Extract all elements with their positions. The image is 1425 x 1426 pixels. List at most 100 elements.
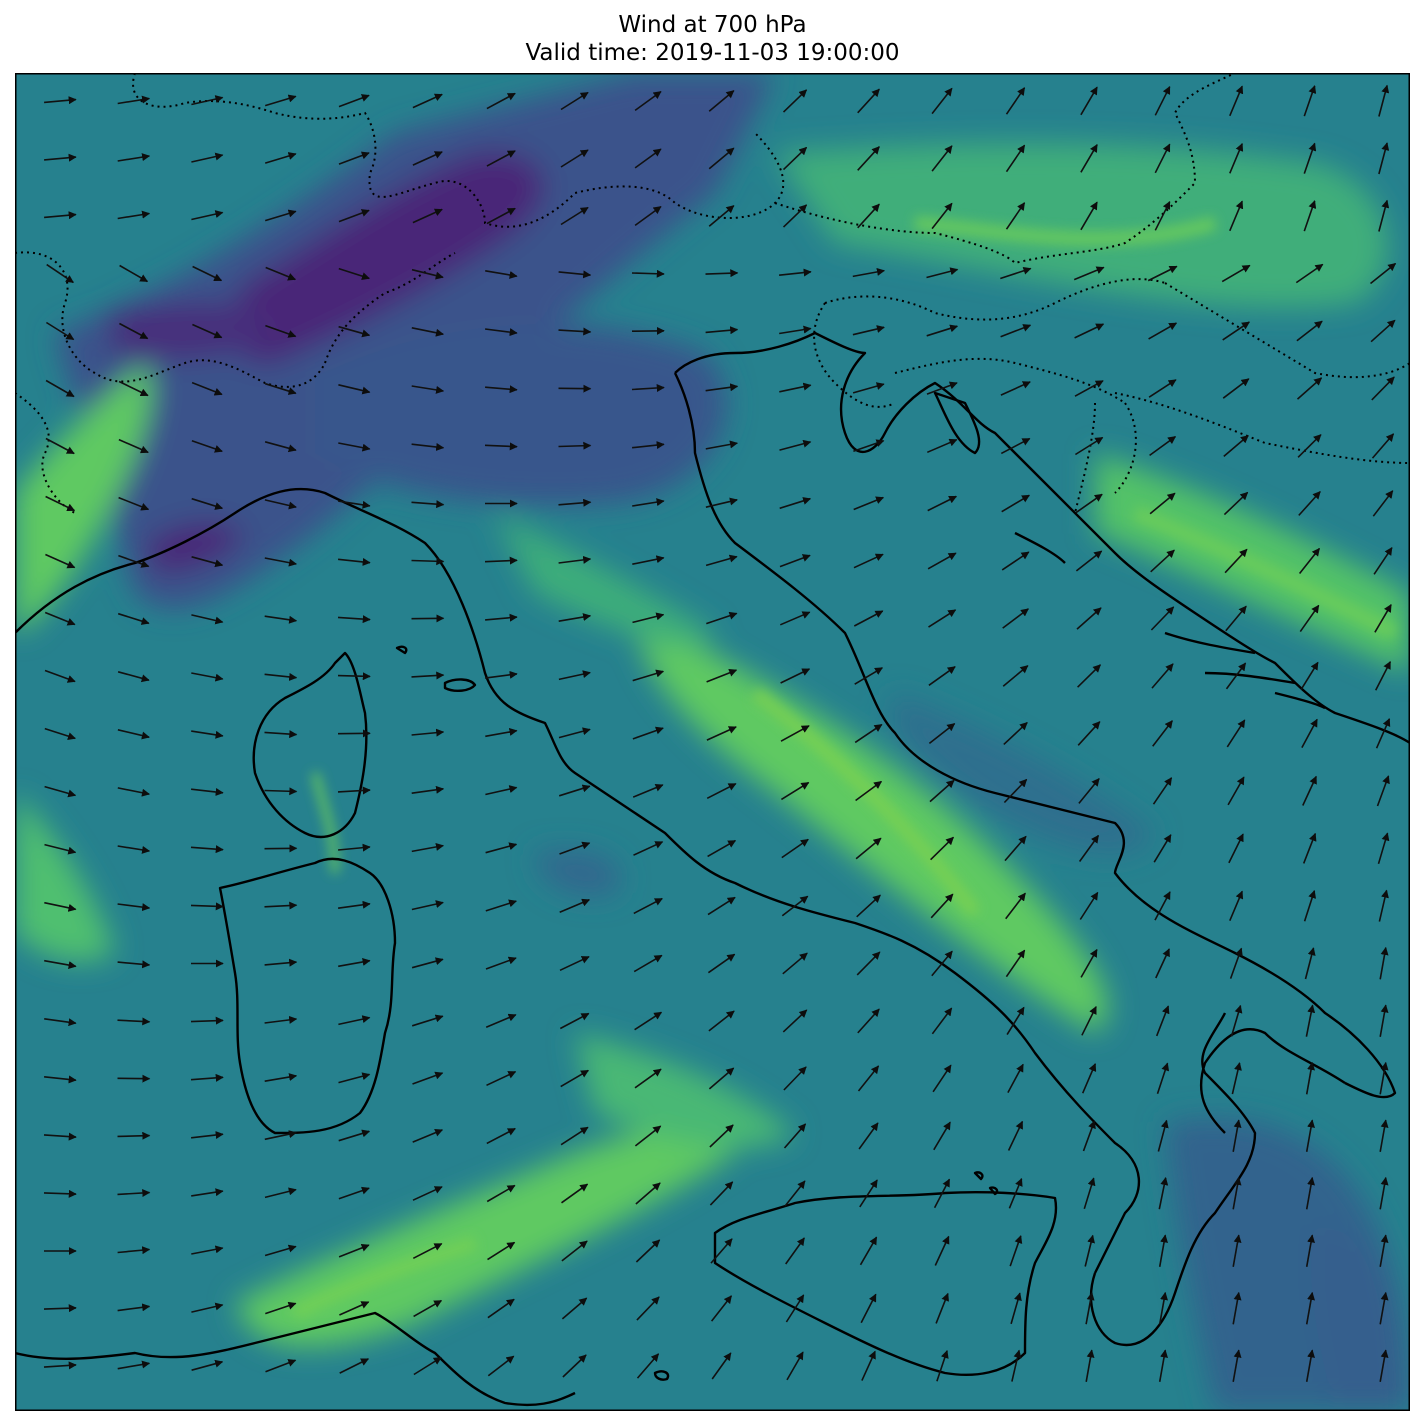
wind-arrow bbox=[337, 900, 371, 909]
wind-arrow bbox=[1300, 661, 1319, 691]
wind-arrow bbox=[337, 672, 371, 681]
wind-arrow bbox=[412, 208, 443, 224]
wind-arrow bbox=[485, 956, 517, 970]
wind-arrow bbox=[1370, 319, 1396, 343]
wind-arrow bbox=[191, 152, 224, 163]
wind-arrow bbox=[1008, 1177, 1023, 1209]
wind-arrow bbox=[1003, 722, 1028, 745]
wind-arrow bbox=[1379, 1291, 1389, 1325]
wind-arrow bbox=[856, 894, 881, 918]
wind-arrow bbox=[1005, 949, 1026, 978]
wind-arrow bbox=[1379, 1176, 1389, 1210]
wind-arrow bbox=[780, 725, 810, 742]
wind-arrow bbox=[1222, 378, 1250, 399]
wind-arrow bbox=[560, 1126, 589, 1146]
wind-arrow bbox=[934, 1235, 950, 1266]
wind-arrow bbox=[706, 782, 737, 800]
wind-arrow bbox=[1011, 1349, 1022, 1382]
wind-arrow bbox=[1080, 86, 1098, 116]
wind-arrow bbox=[634, 1068, 662, 1089]
wind-arrow bbox=[338, 500, 371, 509]
wind-arrow bbox=[485, 613, 518, 622]
wind-arrow bbox=[926, 438, 958, 454]
wind-arrow bbox=[559, 841, 591, 855]
wind-arrow bbox=[558, 270, 592, 279]
wind-arrow bbox=[853, 496, 885, 511]
wind-arrow bbox=[855, 837, 882, 860]
wind-arrow bbox=[1378, 889, 1389, 922]
wind-arrow bbox=[264, 152, 297, 164]
wind-arrow bbox=[1379, 1234, 1389, 1267]
wind-arrow bbox=[411, 842, 444, 853]
wind-arrow bbox=[411, 957, 444, 969]
wind-arrow bbox=[708, 1010, 735, 1032]
wind-arrow bbox=[119, 322, 149, 340]
wind-arrow bbox=[633, 954, 663, 973]
wind-arrow bbox=[337, 786, 371, 795]
wind-arrow bbox=[1010, 1292, 1022, 1325]
wind-arrow bbox=[1074, 380, 1104, 397]
wind-arrow bbox=[264, 615, 298, 624]
wind-arrow bbox=[338, 267, 370, 280]
wind-arrow bbox=[1305, 1291, 1315, 1325]
wind-arrow bbox=[338, 442, 371, 452]
wind-arrow bbox=[1378, 199, 1390, 232]
wind-arrow bbox=[1079, 891, 1099, 920]
wind-arrow bbox=[707, 953, 736, 974]
wind-arrow bbox=[411, 327, 444, 337]
wind-arrow bbox=[1080, 948, 1098, 978]
wind-arrow bbox=[1077, 664, 1101, 688]
wind-arrow bbox=[926, 267, 959, 279]
wind-arrow bbox=[857, 203, 880, 229]
wind-arrow bbox=[44, 1018, 77, 1027]
wind-arrow bbox=[634, 1125, 662, 1147]
wind-arrow bbox=[1229, 947, 1243, 979]
wind-arrow bbox=[265, 1301, 297, 1315]
wind-arrow bbox=[1075, 493, 1103, 514]
wind-arrow bbox=[1305, 1176, 1315, 1210]
wind-arrow bbox=[1302, 775, 1317, 806]
wind-arrow bbox=[487, 1298, 515, 1319]
wind-arrow bbox=[928, 722, 956, 745]
wind-arrow bbox=[859, 1179, 878, 1208]
wind-arrow bbox=[1000, 381, 1031, 396]
wind-arrow bbox=[705, 554, 738, 567]
wind-arrow bbox=[1153, 834, 1172, 863]
wind-arrow bbox=[1227, 776, 1245, 806]
wind-arrow bbox=[486, 92, 516, 110]
wind-arrow bbox=[411, 385, 445, 394]
wind-arrow bbox=[559, 898, 591, 913]
wind-arrow bbox=[190, 1016, 224, 1025]
wind-arrow bbox=[412, 1186, 443, 1201]
wind-arrow bbox=[265, 1359, 297, 1373]
wind-arrow bbox=[1080, 144, 1098, 173]
wind-arrow bbox=[1303, 890, 1316, 922]
wind-arrow bbox=[1002, 665, 1029, 687]
wind-arrow bbox=[1074, 436, 1104, 456]
wind-arrow bbox=[117, 1360, 151, 1370]
wind-arrow bbox=[1077, 721, 1101, 746]
wind-arrow bbox=[44, 669, 76, 683]
wind-arrow bbox=[1003, 778, 1028, 804]
wind-arrow bbox=[190, 845, 224, 854]
wind-arrow bbox=[1154, 200, 1171, 231]
wind-arrow bbox=[1376, 775, 1390, 807]
wind-arrow bbox=[264, 672, 298, 681]
wind-arrow bbox=[339, 1358, 370, 1374]
wind-arrow bbox=[119, 264, 149, 283]
wind-arrow bbox=[1371, 376, 1395, 401]
wind-arrow bbox=[1232, 1119, 1242, 1152]
wind-arrow bbox=[43, 1361, 77, 1370]
wind-arrow bbox=[1155, 948, 1170, 979]
wind-arrow bbox=[1299, 604, 1320, 633]
wind-arrow bbox=[43, 1189, 77, 1198]
wind-arrow bbox=[1305, 1349, 1315, 1382]
wind-arrow bbox=[634, 1011, 663, 1031]
wind-arrow bbox=[635, 1182, 661, 1205]
wind-arrow bbox=[486, 1184, 516, 1203]
wind-arrow bbox=[44, 96, 77, 105]
wind-arrow bbox=[931, 202, 953, 230]
wind-arrow bbox=[1231, 1062, 1242, 1095]
wind-arrow bbox=[264, 1015, 298, 1024]
wind-arrow bbox=[853, 553, 884, 569]
